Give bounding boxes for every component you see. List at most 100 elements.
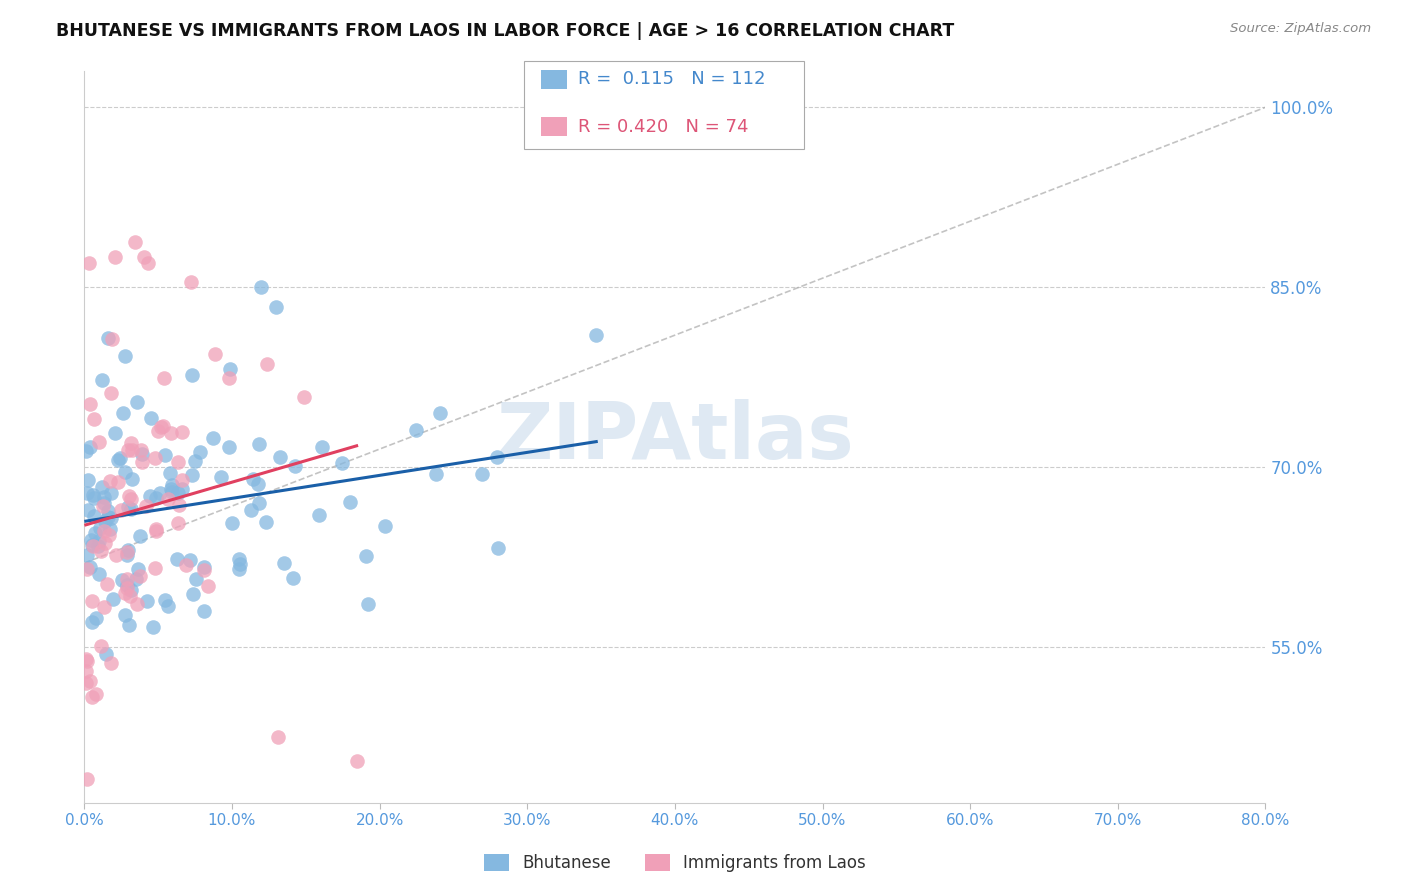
- Point: [117, 582, 139, 596]
- Point: [79, 440, 101, 454]
- Point: [405, 423, 427, 437]
- Point: [152, 419, 174, 434]
- Point: [374, 518, 396, 533]
- Point: [97, 510, 120, 524]
- Point: [82, 615, 104, 629]
- Point: [87, 540, 110, 554]
- Point: [104, 250, 127, 264]
- Point: [172, 425, 194, 440]
- Point: [157, 599, 180, 613]
- Point: [75, 652, 97, 666]
- Legend: Bhutanese, Immigrants from Laos: Bhutanese, Immigrants from Laos: [478, 847, 872, 879]
- Point: [107, 475, 129, 490]
- Point: [136, 256, 159, 270]
- Point: [247, 476, 270, 491]
- Point: [124, 235, 146, 249]
- Point: [93, 490, 115, 504]
- Point: [97, 504, 120, 518]
- Point: [96, 577, 118, 591]
- Point: [117, 572, 139, 586]
- Point: [86, 611, 108, 625]
- Point: [89, 520, 111, 534]
- Point: [91, 373, 114, 387]
- Point: [93, 600, 115, 615]
- Point: [120, 501, 142, 516]
- Point: [346, 754, 368, 768]
- Point: [94, 535, 117, 549]
- Point: [80, 690, 103, 704]
- Point: [179, 553, 201, 567]
- Point: [153, 371, 176, 385]
- Point: [167, 516, 190, 530]
- Point: [201, 431, 224, 445]
- Point: [197, 579, 219, 593]
- Point: [111, 573, 134, 587]
- Point: [357, 597, 380, 611]
- Point: [181, 368, 204, 382]
- Point: [75, 444, 97, 458]
- Point: [228, 552, 250, 566]
- Point: [129, 442, 152, 457]
- Point: [221, 516, 243, 531]
- Point: [249, 280, 271, 294]
- Point: [112, 406, 135, 420]
- Point: [94, 514, 117, 528]
- Point: [120, 589, 142, 603]
- Point: [108, 450, 131, 465]
- Point: [218, 362, 240, 376]
- Point: [145, 524, 167, 538]
- Point: [118, 489, 141, 503]
- Point: [229, 557, 252, 571]
- Point: [180, 275, 202, 289]
- Point: [114, 465, 136, 479]
- Point: [239, 502, 262, 516]
- Point: [98, 522, 121, 536]
- Point: [160, 485, 183, 500]
- Point: [76, 772, 98, 786]
- Point: [149, 420, 172, 434]
- Point: [170, 482, 193, 496]
- Point: [471, 467, 494, 481]
- Point: [75, 676, 97, 690]
- Point: [97, 528, 120, 542]
- Point: [228, 562, 250, 576]
- Point: [129, 568, 152, 582]
- Point: [100, 385, 122, 400]
- Point: [172, 474, 194, 488]
- Point: [76, 548, 98, 562]
- Point: [96, 647, 118, 661]
- Point: [135, 594, 157, 608]
- Point: [145, 491, 167, 506]
- Text: BHUTANESE VS IMMIGRANTS FROM LAOS IN LABOR FORCE | AGE > 16 CORRELATION CHART: BHUTANESE VS IMMIGRANTS FROM LAOS IN LAB…: [56, 22, 955, 40]
- Point: [167, 455, 190, 469]
- Point: [83, 412, 105, 426]
- Point: [184, 454, 207, 468]
- Point: [93, 496, 115, 510]
- Point: [209, 470, 232, 484]
- Point: [83, 509, 105, 524]
- Point: [273, 556, 295, 570]
- Point: [98, 475, 121, 489]
- Point: [100, 510, 122, 524]
- Point: [87, 533, 110, 548]
- Point: [114, 586, 136, 600]
- Point: [120, 492, 142, 507]
- Point: [77, 503, 100, 517]
- Point: [114, 607, 136, 622]
- Point: [91, 480, 114, 494]
- Point: [82, 488, 104, 502]
- Point: [125, 394, 148, 409]
- Point: [292, 390, 315, 404]
- Point: [79, 673, 101, 688]
- Point: [256, 358, 278, 372]
- Point: [167, 498, 190, 512]
- Point: [141, 411, 163, 425]
- Text: R = 0.420   N = 74: R = 0.420 N = 74: [578, 118, 748, 136]
- Point: [486, 541, 509, 556]
- Point: [125, 572, 148, 586]
- Point: [269, 450, 291, 464]
- Point: [77, 473, 100, 487]
- Point: [127, 562, 149, 576]
- Point: [117, 543, 139, 558]
- Point: [218, 440, 240, 454]
